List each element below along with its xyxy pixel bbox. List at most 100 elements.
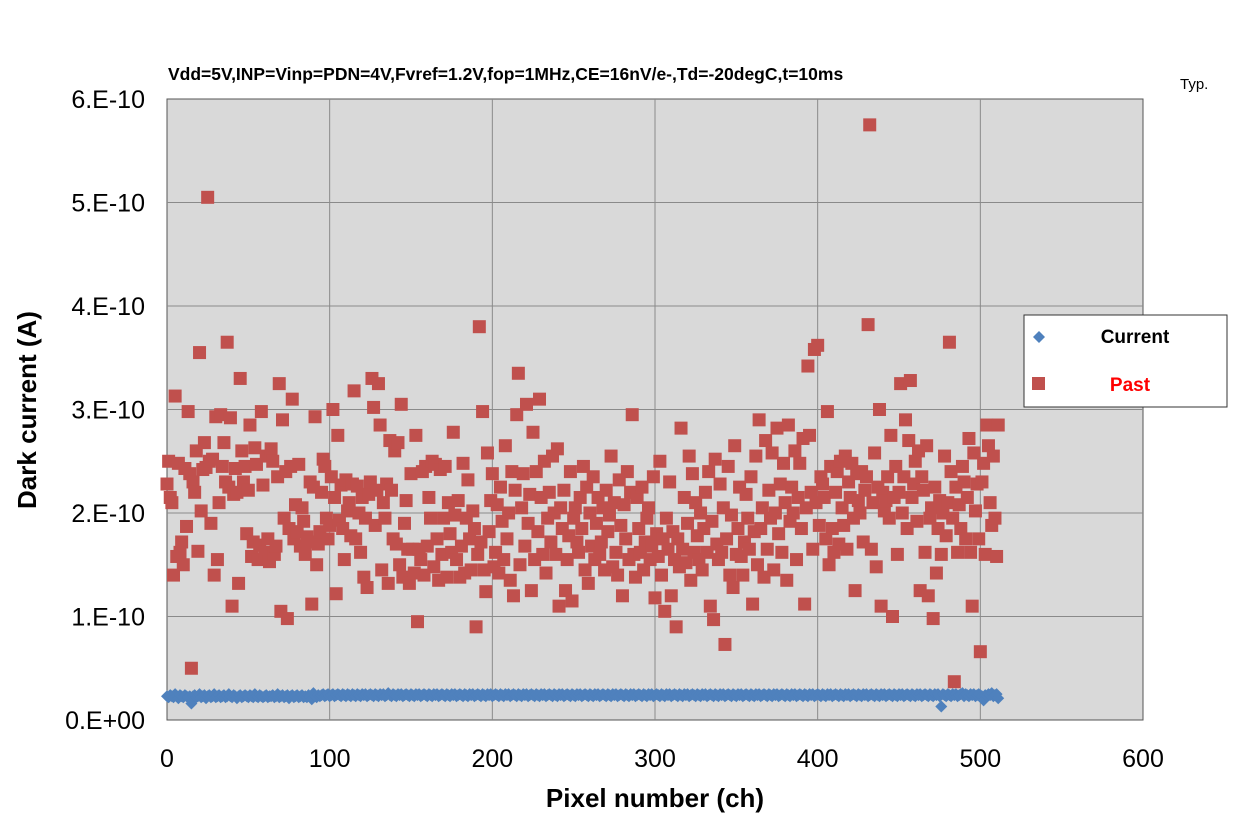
past-point [354,545,368,559]
past-point [373,418,387,432]
past-point [962,431,976,445]
past-point [926,612,940,626]
past-point [389,537,403,551]
past-point [885,610,899,623]
past-point [321,532,335,546]
past-point [277,511,291,525]
past-point [641,501,655,515]
past-point [193,346,207,360]
past-point [625,408,639,422]
past-point [760,542,774,556]
past-point [581,576,595,590]
past-point [427,560,441,574]
past-point [469,620,483,634]
past-point [817,490,831,504]
past-point [604,449,618,463]
past-point [601,525,615,539]
past-point [790,553,804,567]
past-point [798,597,812,611]
past-point [295,501,309,515]
past-point [357,570,371,584]
past-point [939,529,953,543]
past-point [659,511,673,525]
y-tick-label: 2.E-10 [71,500,145,528]
past-point [184,661,198,675]
past-point [515,501,529,515]
current-point [935,700,948,713]
past-point [243,418,257,432]
past-point [446,425,460,439]
past-point [685,467,699,481]
past-point [384,483,398,497]
past-point [516,467,530,481]
past-point [315,485,329,499]
past-point [409,428,423,442]
past-point [550,442,564,456]
x-tick-label: 0 [160,745,174,773]
past-point [868,446,882,460]
past-point [936,506,950,520]
past-point [347,384,361,398]
past-point [573,490,587,504]
past-point [168,389,182,403]
past-point [554,501,568,515]
past-point [806,542,820,556]
past-point [677,490,691,504]
past-point [264,442,278,456]
past-point [407,566,421,580]
past-point [285,392,299,406]
past-point [772,527,786,541]
past-point [829,485,843,499]
past-point [165,496,179,510]
past-point [311,537,325,551]
past-point [402,576,416,590]
past-point [986,449,1000,463]
past-point [254,405,268,419]
past-point [775,545,789,559]
past-point [934,547,948,561]
past-point [811,338,825,352]
past-point [700,545,714,559]
past-point [511,366,525,380]
past-point [479,585,493,599]
past-point [869,560,883,574]
past-point [812,518,826,532]
past-point [759,434,773,448]
x-tick-label: 200 [471,745,513,773]
past-point [308,410,322,424]
past-point [230,485,244,499]
past-point [965,599,979,613]
past-point [206,452,220,466]
past-point [746,597,760,611]
past-point [739,487,753,501]
past-point [632,522,646,536]
past-point [617,498,631,512]
past-point [331,428,345,442]
past-point [448,508,462,522]
past-point [801,359,815,373]
past-point [899,413,913,427]
past-point [220,335,234,349]
past-point [399,494,413,508]
past-point [368,518,382,532]
past-point [944,465,958,479]
chart-title: Vdd=5V,INP=Vinp=PDN=4V,Fvref=1.2V,fop=1M… [168,64,843,84]
past-point [703,599,717,613]
past-point [894,377,908,391]
past-point [864,542,878,556]
past-point [275,413,289,427]
past-point [607,496,621,510]
past-point [302,535,316,549]
past-point [973,645,987,659]
y-axis-ticks: 0.E+00 1.E-10 2.E-10 3.E-10 4.E-10 5.E-10 6.E-… [65,86,145,735]
past-point [708,452,722,466]
past-point [648,591,662,605]
past-point [822,558,836,572]
past-point [232,576,246,590]
past-point [858,483,872,497]
past-point [461,473,475,487]
past-point [851,494,865,508]
past-point [942,335,956,349]
past-point [417,568,431,582]
past-point [721,459,735,473]
